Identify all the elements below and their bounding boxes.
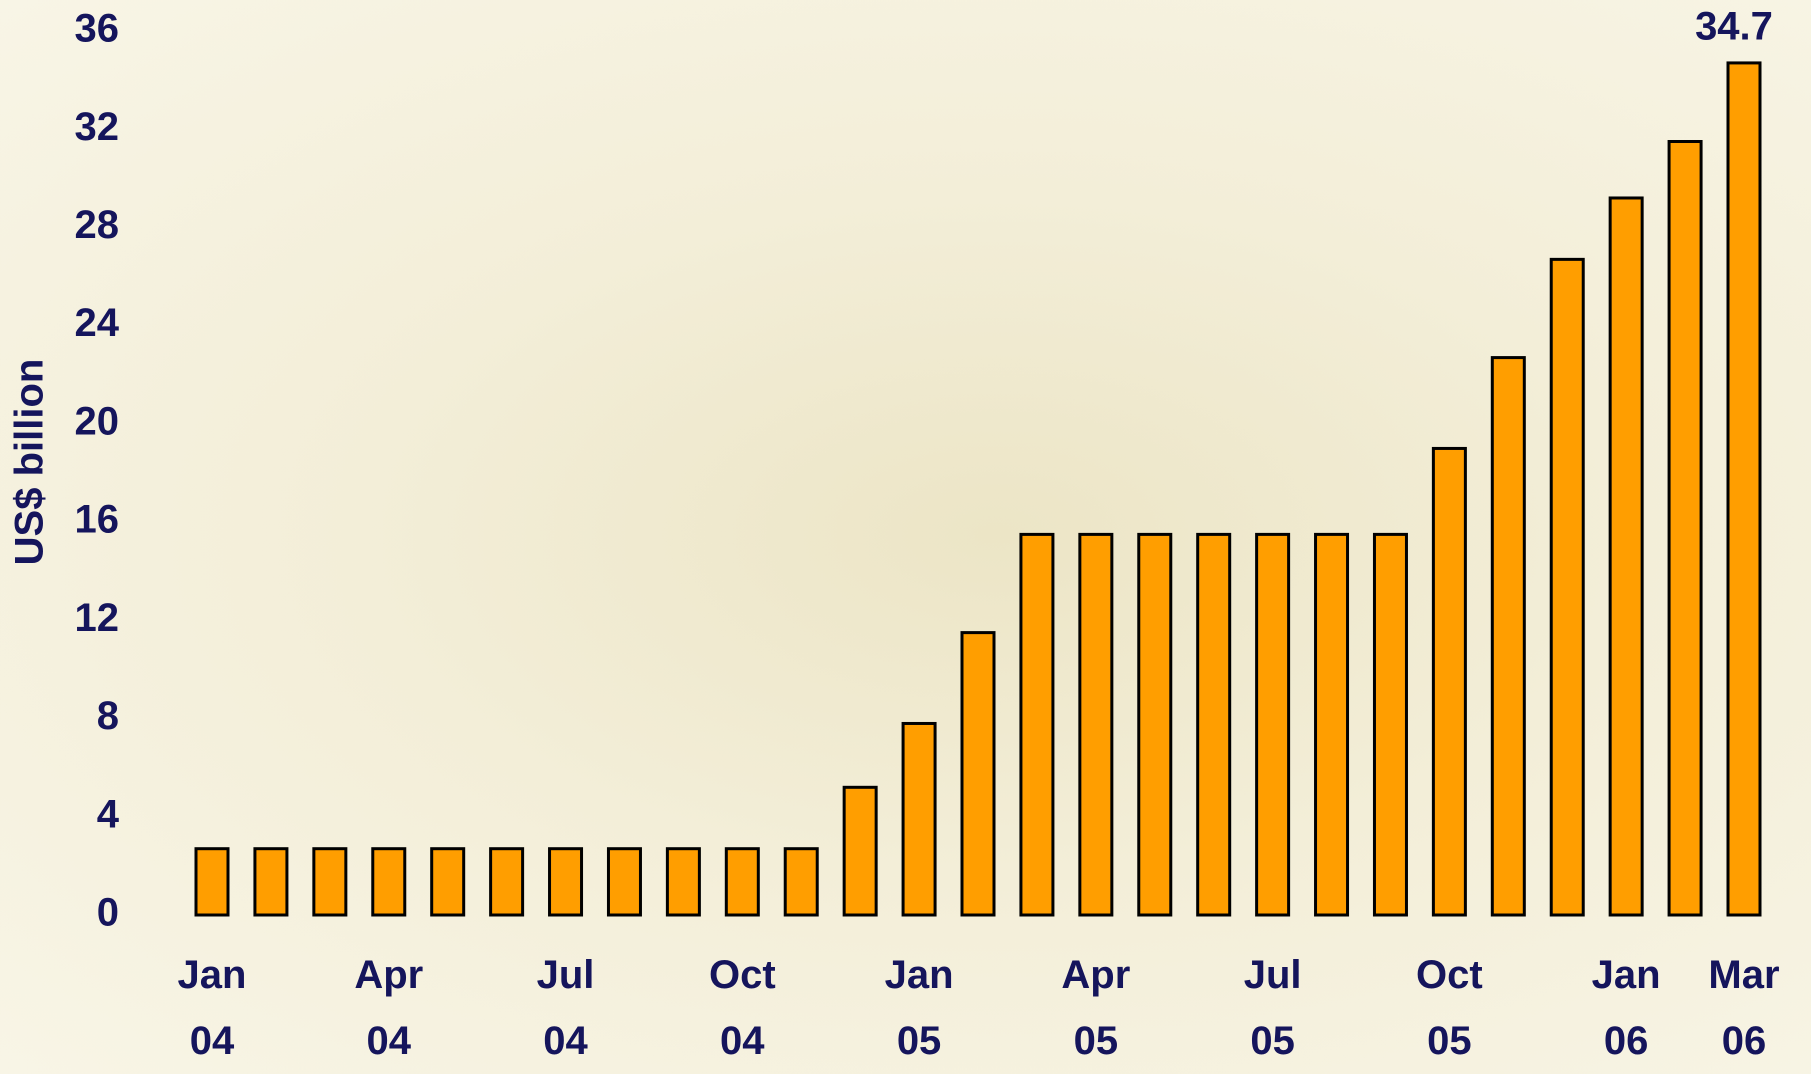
- y-tick-label: 32: [75, 105, 120, 149]
- x-tick-label: Apr 05: [1051, 942, 1141, 1074]
- value-label: 34.7: [1695, 4, 1773, 48]
- x-tick-label: Jan 06: [1581, 942, 1671, 1074]
- bar: [844, 787, 876, 915]
- y-tick-label: 4: [97, 792, 120, 836]
- y-tick-label: 8: [97, 694, 119, 738]
- bar: [785, 849, 817, 915]
- bar: [1551, 259, 1583, 915]
- bar: [314, 849, 346, 915]
- x-tick-label: Oct 05: [1404, 942, 1494, 1074]
- bar: [1080, 534, 1112, 915]
- chart: US$ billion 0 4 8 12 16 20 24 28 32 36 34.7: [0, 0, 1811, 1068]
- bar: [962, 633, 994, 915]
- bar: [903, 723, 935, 915]
- bar: [608, 849, 640, 915]
- bar: [1610, 198, 1642, 915]
- y-tick-label: 20: [75, 399, 120, 443]
- x-tick-label: Oct 04: [697, 942, 787, 1074]
- bar: [550, 849, 582, 915]
- page: US$ billion 0481216202428323634.7 (() =>…: [0, 0, 1811, 1068]
- x-tick-label: Jan 05: [874, 942, 964, 1074]
- x-tick-label: Jan 04: [167, 942, 257, 1074]
- bar: [1257, 534, 1289, 915]
- bar: [1198, 534, 1230, 915]
- y-tick-label: 16: [75, 498, 120, 542]
- bar: [1433, 448, 1465, 915]
- x-tick-label: Mar 06: [1699, 942, 1789, 1074]
- bar: [1139, 534, 1171, 915]
- bar: [1492, 358, 1524, 915]
- bar: [1374, 534, 1406, 915]
- x-tick-label: Jul 04: [521, 942, 611, 1074]
- x-tick-label: Apr 04: [344, 942, 434, 1074]
- bar: [432, 849, 464, 915]
- bar: [726, 849, 758, 915]
- y-tick-label: 36: [75, 7, 120, 51]
- y-axis-title: US$ billion: [8, 359, 52, 566]
- y-tick-label: 24: [75, 301, 120, 345]
- bar: [373, 849, 405, 915]
- bar: [667, 849, 699, 915]
- y-tick-label: 28: [75, 203, 120, 247]
- x-tick-label: Jul 05: [1228, 942, 1318, 1074]
- bar: [196, 849, 228, 915]
- y-tick-label: 12: [75, 596, 120, 640]
- bar: [491, 849, 523, 915]
- bar: [1728, 63, 1760, 915]
- bar: [1021, 534, 1053, 915]
- bar: [1316, 534, 1348, 915]
- y-tick-label: 0: [97, 891, 119, 935]
- bar: [1669, 142, 1701, 916]
- bar: [255, 849, 287, 915]
